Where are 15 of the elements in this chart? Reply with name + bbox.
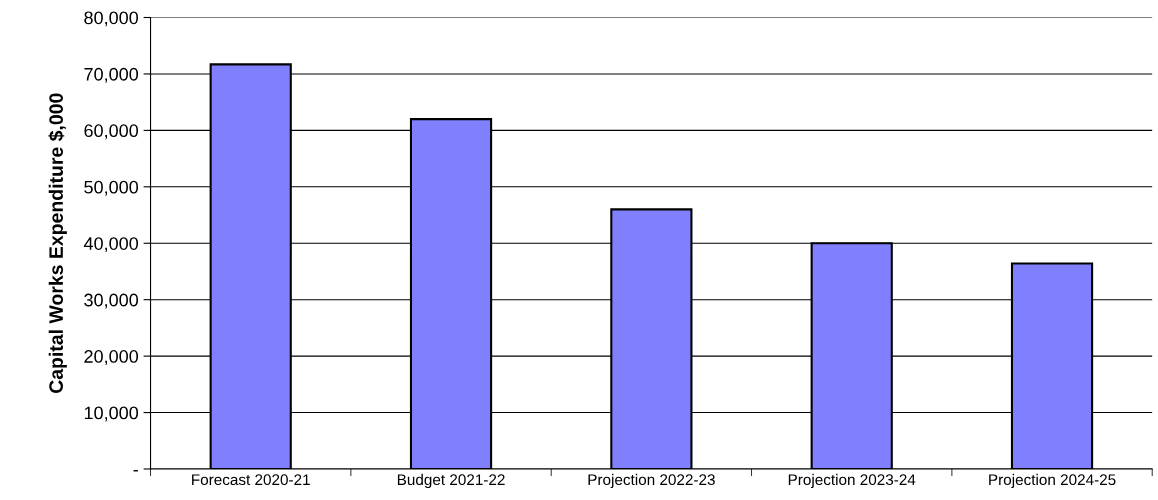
- x-tick-label: Forecast 2020-21: [192, 474, 310, 486]
- y-tick-label: 40,000: [83, 237, 139, 253]
- x-tick-label: Budget 2021-22: [397, 473, 505, 489]
- y-tick-label: 70,000: [84, 67, 139, 83]
- y-tick-label: 10,000: [84, 406, 139, 422]
- y-tick-label: -: [133, 470, 138, 472]
- y-axis-title: Capital Works Expenditure $,000: [48, 93, 67, 394]
- y-tick-label: 50,000: [84, 180, 139, 196]
- y-tick-label: 20,000: [84, 350, 139, 365]
- y-tick-label: 60,000: [84, 124, 139, 140]
- y-tick-label: 80,000: [84, 11, 139, 27]
- y-tick-label: 30,000: [84, 293, 139, 309]
- x-tick-label: Projection 2022-23: [588, 473, 715, 489]
- x-tick-label: Projection 2024-25: [989, 473, 1116, 489]
- x-tick-label: Projection 2023-24: [788, 473, 916, 489]
